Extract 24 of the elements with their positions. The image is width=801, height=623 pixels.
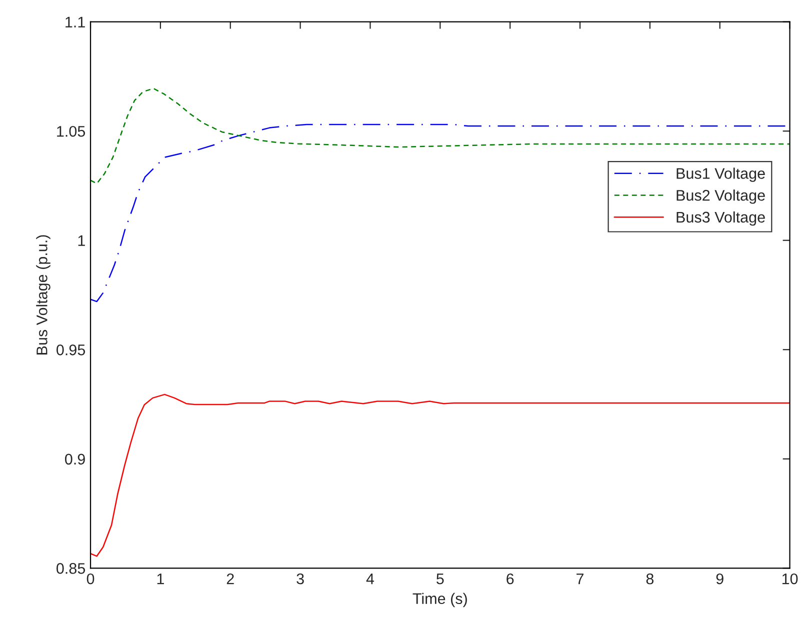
x-tick-label: 8 [646,573,654,584]
x-tick-label: 4 [366,574,374,584]
x-tick-label: 1 [157,574,164,584]
y-tick-label: 0.85 [56,563,86,574]
x-tick-label: 10 [782,573,798,584]
y-tick-label: 0.9 [65,454,85,465]
x-tick-label: 7 [576,574,584,584]
x-tick-label: 6 [506,573,514,584]
x-tick-label: 3 [296,573,304,584]
line-series [90,394,790,557]
legend-label: Bus1 Voltage [676,168,765,182]
x-tick-label: 2 [226,573,234,584]
y-axis-title: Bus Voltage (p.u.) [36,235,50,354]
legend-label: Bus3 Voltage [676,211,765,226]
line-series [90,88,790,184]
legend-label: Bus2 Voltage [676,190,765,204]
x-tick-label: 9 [716,573,724,584]
y-tick-label: 1 [78,235,85,246]
x-tick-label: 5 [436,574,444,584]
y-tick-label: 1.1 [66,16,85,28]
x-axis-title: Time (s) [412,592,467,608]
x-tick-label: 0 [86,573,94,584]
y-tick-label: 1.05 [57,126,86,137]
y-tick-label: 0.95 [56,344,86,356]
